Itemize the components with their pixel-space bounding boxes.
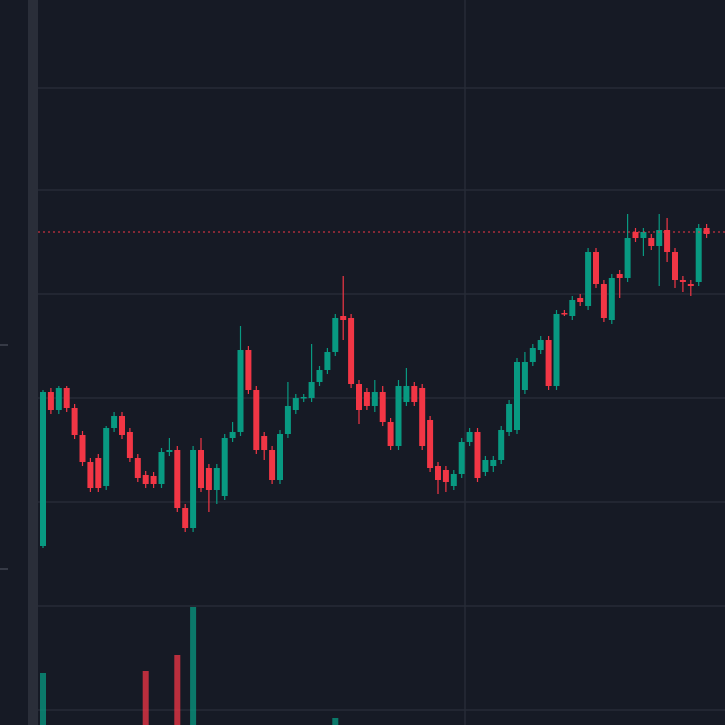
candle-body xyxy=(363,392,370,406)
candle-body xyxy=(679,280,686,282)
candle-body xyxy=(40,392,46,546)
candle-body xyxy=(529,348,536,362)
candle-body xyxy=(277,434,283,480)
candle-body xyxy=(332,318,339,352)
candle-body xyxy=(292,398,299,410)
candle-body xyxy=(395,386,402,446)
candle-body xyxy=(569,300,576,316)
candle-body xyxy=(537,340,544,350)
candle-body xyxy=(95,458,102,488)
candle-body xyxy=(703,228,710,234)
side-strip xyxy=(28,0,38,725)
candle-body xyxy=(632,232,639,238)
candle-body xyxy=(427,420,434,468)
candle-body xyxy=(150,476,157,484)
candle-body xyxy=(608,278,615,320)
candle-body xyxy=(182,508,189,528)
candle-body xyxy=(585,252,592,306)
candle-body xyxy=(261,436,268,450)
candle-body xyxy=(174,450,181,508)
volume-bar xyxy=(40,673,46,725)
candle-body xyxy=(119,416,125,435)
candle-body xyxy=(300,397,307,399)
candle-body xyxy=(371,392,378,406)
candle-body xyxy=(237,350,244,432)
candle-body xyxy=(450,474,457,486)
candle-body xyxy=(656,230,663,246)
candle-body xyxy=(245,350,252,390)
candle-body xyxy=(561,313,568,315)
candle-body xyxy=(648,238,655,246)
candle-body xyxy=(205,468,212,490)
candle-body xyxy=(403,386,410,402)
volume-bar xyxy=(142,671,149,725)
candle-body xyxy=(514,362,520,430)
candle-body xyxy=(229,432,236,438)
candle-body xyxy=(55,388,62,410)
candle-body xyxy=(419,388,426,446)
candle-body xyxy=(553,314,560,386)
candle-body xyxy=(442,470,449,482)
candle-body xyxy=(506,404,513,432)
candle-body xyxy=(458,442,465,474)
candle-body xyxy=(664,230,671,252)
candle-body xyxy=(379,392,386,422)
candle-body xyxy=(411,386,418,402)
candle-body xyxy=(87,462,94,488)
candle-body xyxy=(63,388,70,408)
candle-body xyxy=(284,406,291,434)
candle-body xyxy=(79,435,86,462)
candle-body xyxy=(687,284,694,286)
volume-bar xyxy=(174,655,181,725)
candle-body xyxy=(47,392,54,410)
volume-bar xyxy=(190,607,197,725)
candle-body xyxy=(166,450,173,452)
candle-body xyxy=(545,340,552,386)
candle-body xyxy=(316,370,323,382)
candle-body xyxy=(142,475,149,484)
candle-body xyxy=(672,252,678,280)
candle-body xyxy=(71,408,78,435)
candle-body xyxy=(103,428,110,486)
candle-body xyxy=(356,384,362,410)
candle-body xyxy=(695,228,702,282)
candle-body xyxy=(111,416,118,428)
candle-body xyxy=(387,422,394,446)
candle-body xyxy=(474,432,481,478)
candle-body xyxy=(593,252,599,284)
candle-body xyxy=(466,432,473,442)
candle-body xyxy=(190,450,197,528)
candle-body xyxy=(126,432,133,458)
candle-body xyxy=(490,460,497,466)
candle-body xyxy=(221,438,228,496)
candle-body xyxy=(616,274,623,278)
candle-body xyxy=(577,298,584,302)
candle-body xyxy=(521,362,528,390)
candle-body xyxy=(308,382,315,398)
candle-body xyxy=(348,318,355,384)
candle-body xyxy=(134,458,141,478)
candle-body xyxy=(600,284,607,318)
candle-body xyxy=(482,460,489,472)
candle-body xyxy=(324,352,331,370)
candle-body xyxy=(624,238,631,278)
candle-body xyxy=(253,390,260,450)
candle-body xyxy=(158,452,165,484)
candle-body xyxy=(213,468,220,490)
candle-body xyxy=(498,430,505,460)
candle-body xyxy=(435,466,441,480)
volume-bar xyxy=(332,718,339,725)
candle-body xyxy=(269,450,276,480)
candle-body xyxy=(640,232,647,238)
candle-body xyxy=(198,450,204,488)
candle-body xyxy=(340,316,347,320)
